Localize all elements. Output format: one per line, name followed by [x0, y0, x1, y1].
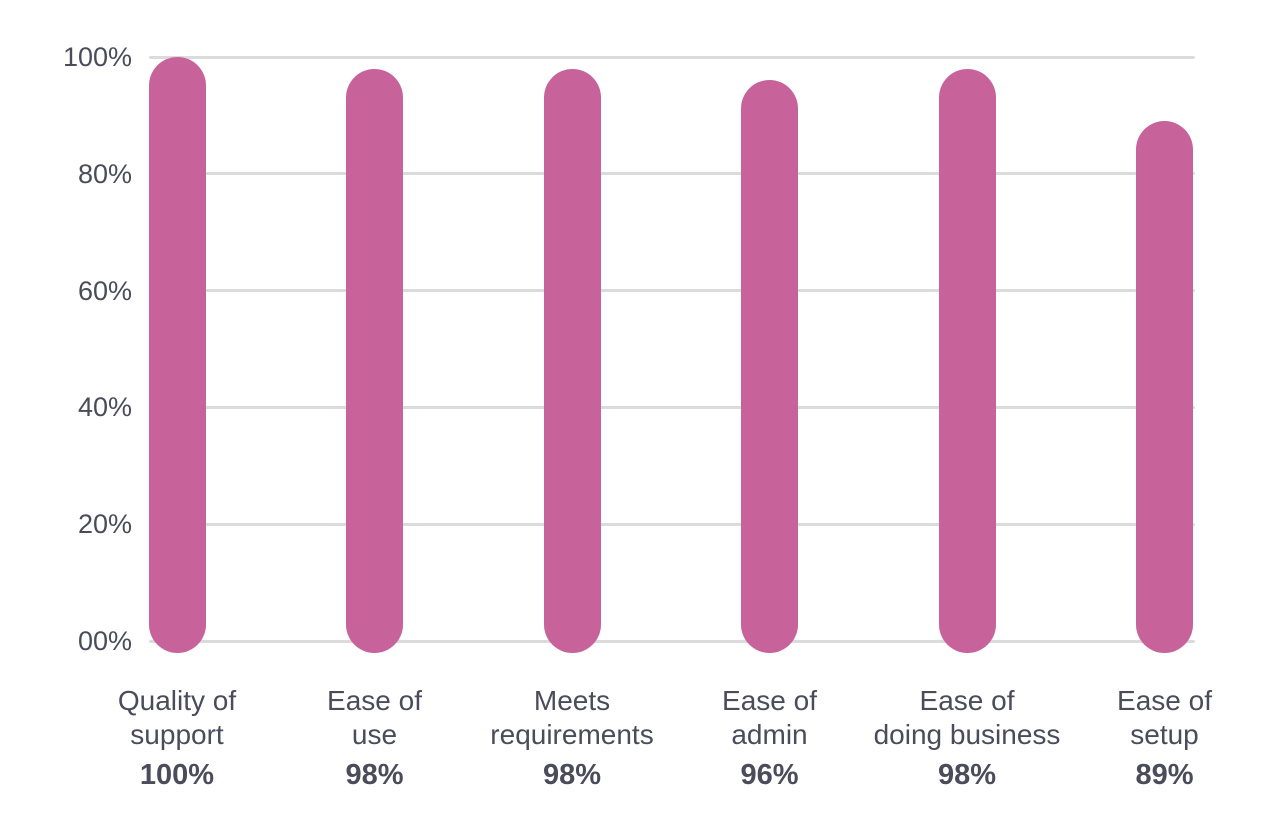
category-name-line: doing business	[873, 719, 1061, 750]
x-axis-category-label: Ease of setup 89%	[1045, 684, 1274, 792]
y-axis-tick-label: 40%	[77, 392, 132, 423]
bar-meets-requirements	[543, 68, 601, 653]
gridline	[149, 172, 1195, 176]
y-axis-tick-label: 00%	[77, 626, 132, 656]
category-name-line: Meets	[533, 685, 611, 716]
category-name-line: setup	[1130, 719, 1199, 750]
gridline	[149, 405, 1195, 409]
gridline	[149, 289, 1195, 293]
x-axis-category-label: Ease of admin 96%	[650, 684, 890, 792]
x-axis-category-label: Ease of doing business 98%	[847, 684, 1087, 792]
category-name-line: support	[130, 719, 224, 750]
bar-value-label: 96%	[740, 759, 799, 791]
y-axis-tick-label: 20%	[77, 509, 132, 540]
bar-quality-of-support	[148, 57, 206, 653]
category-name-line: use	[351, 719, 398, 750]
category-name-line: Ease of	[327, 685, 422, 716]
x-axis-category-label: Quality of support 100%	[57, 684, 297, 792]
category-name-line: Ease of	[722, 685, 817, 716]
bar-value-label: 98%	[542, 759, 602, 791]
gridline	[149, 55, 1195, 59]
bar-ease-of-setup	[1136, 121, 1193, 653]
x-axis-category-label: Meets requirements 98%	[452, 684, 692, 792]
y-axis-tick-label: 80%	[77, 158, 132, 189]
bar-ease-of-doing-business	[938, 68, 996, 653]
gridline	[149, 639, 1195, 643]
bar-value-label: 98%	[345, 759, 404, 791]
bar-ease-of-use	[346, 68, 403, 653]
y-axis-tick-label: 60%	[77, 275, 132, 306]
y-axis-tick-label: 100%	[62, 42, 132, 72]
bar-value-label: 98%	[937, 759, 997, 791]
category-name-line: requirements	[490, 719, 654, 750]
category-name-line: Ease of	[919, 685, 1015, 716]
bar-ease-of-admin	[741, 80, 798, 653]
x-axis-category-label: Ease of use 98%	[255, 684, 495, 792]
category-name-line: Ease of	[1117, 685, 1212, 716]
bar-value-label: 89%	[1135, 759, 1194, 791]
category-name-line: admin	[731, 719, 808, 750]
bar-value-label: 100%	[139, 759, 215, 791]
gridline	[149, 522, 1195, 526]
category-name-line: Quality of	[117, 685, 237, 716]
